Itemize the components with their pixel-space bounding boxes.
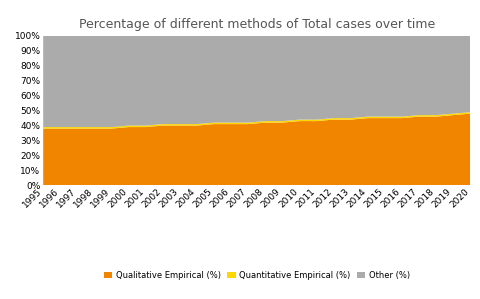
Title: Percentage of different methods of Total cases over time: Percentage of different methods of Total… (79, 18, 435, 30)
Legend: Qualitative Empirical (%), Quantitative Empirical (%), Other (%): Qualitative Empirical (%), Quantitative … (101, 267, 413, 283)
